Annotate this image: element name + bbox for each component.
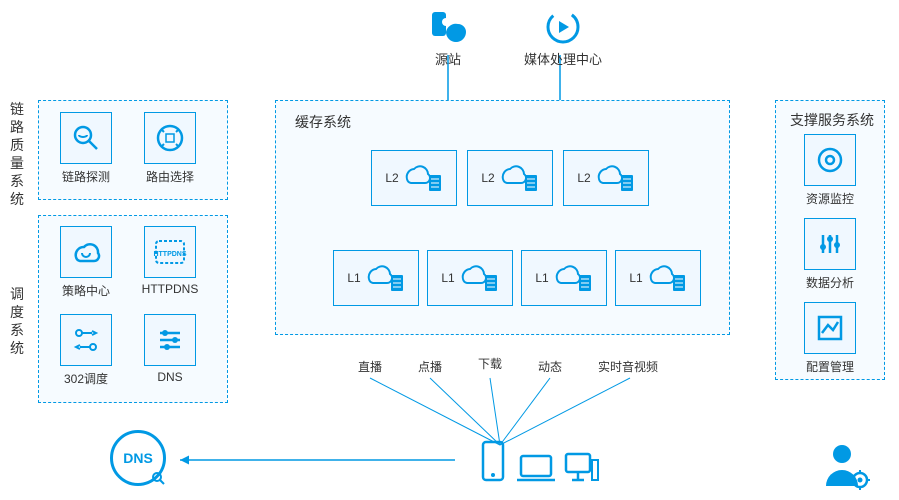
- svc-1: 点播: [418, 358, 442, 375]
- eye-icon: [804, 134, 856, 186]
- cloud-server-icon: [365, 261, 405, 295]
- cache-l2-node-1: L2: [467, 150, 553, 206]
- svc-2: 下载: [478, 355, 502, 372]
- media-center-label: 媒体处理中心: [518, 49, 608, 68]
- redirect-302-icon: [60, 314, 112, 366]
- cloud-server-icon: [595, 161, 635, 195]
- cloud-sync-icon: [60, 226, 112, 278]
- dns-magnify-icon: [151, 471, 165, 485]
- route-select-card: 路由选择: [140, 112, 200, 185]
- data-analysis-card: 数据分析: [800, 218, 860, 291]
- resource-monitor-card: 资源监控: [800, 134, 860, 207]
- l2-label-1: L2: [481, 171, 494, 185]
- cache-l1-node-0: L1: [333, 250, 419, 306]
- dns-label: DNS: [140, 370, 200, 384]
- play-cycle-icon: [541, 8, 585, 46]
- cache-l1-node-1: L1: [427, 250, 513, 306]
- cloud-server-icon: [403, 161, 443, 195]
- l2-label-0: L2: [385, 171, 398, 185]
- l1-label-2: L1: [535, 271, 548, 285]
- cache-l1-node-2: L1: [521, 250, 607, 306]
- route-arrows-icon: [144, 112, 196, 164]
- chart-line-icon: [804, 302, 856, 354]
- link-quality-vlabel: 链路质量系统: [8, 100, 26, 208]
- strategy-center-card: 策略中心: [56, 226, 116, 299]
- config-mgmt-card: 配置管理: [800, 302, 860, 375]
- dns-node-label: DNS: [123, 450, 153, 466]
- analytics-sliders-icon: [804, 218, 856, 270]
- cache-l1-node-3: L1: [615, 250, 701, 306]
- dns-node: DNS: [110, 430, 166, 486]
- l1-label-3: L1: [629, 271, 642, 285]
- media-center-block: 媒体处理中心: [518, 8, 608, 68]
- desktop-icon: [562, 450, 600, 487]
- httpdns-card: HTTPDNS HTTPDNS: [140, 226, 200, 296]
- httpdns-icon: HTTPDNS: [144, 226, 196, 278]
- user-gear-icon: [820, 440, 870, 493]
- dns-card: DNS: [140, 314, 200, 384]
- svc-4: 实时音视频: [598, 358, 658, 375]
- svc-0: 直播: [358, 358, 382, 375]
- cloud-server-icon: [459, 261, 499, 295]
- route-select-label: 路由选择: [140, 168, 200, 185]
- data-analysis-label: 数据分析: [800, 274, 860, 291]
- l1-label-0: L1: [347, 271, 360, 285]
- strategy-center-label: 策略中心: [56, 282, 116, 299]
- phone-icon: [480, 440, 506, 487]
- cloud-server-icon: [553, 261, 593, 295]
- link-detect-card: 链路探测: [56, 112, 116, 185]
- cloud-server-icon: [499, 161, 539, 195]
- svg-text:HTTPDNS: HTTPDNS: [153, 251, 186, 258]
- redirect-302-card: 302调度: [56, 314, 116, 387]
- resource-monitor-label: 资源监控: [800, 190, 860, 207]
- svc-3: 动态: [538, 358, 562, 375]
- sliders-icon: [144, 314, 196, 366]
- redirect-302-label: 302调度: [56, 370, 116, 387]
- l1-label-1: L1: [441, 271, 454, 285]
- origin-label: 源站: [418, 49, 478, 68]
- scheduling-vlabel: 调度系统: [8, 285, 26, 357]
- server-cloud-icon: [426, 8, 470, 46]
- config-mgmt-label: 配置管理: [800, 358, 860, 375]
- origin-icon-block: 源站: [418, 8, 478, 68]
- httpdns-label: HTTPDNS: [140, 282, 200, 296]
- laptop-icon: [515, 452, 557, 487]
- cache-l2-node-0: L2: [371, 150, 457, 206]
- cloud-server-icon: [647, 261, 687, 295]
- cache-l2-node-2: L2: [563, 150, 649, 206]
- support-title: 支撑服务系统: [790, 110, 874, 130]
- link-search-icon: [60, 112, 112, 164]
- l2-label-2: L2: [577, 171, 590, 185]
- cache-title: 缓存系统: [295, 112, 351, 132]
- link-detect-label: 链路探测: [56, 168, 116, 185]
